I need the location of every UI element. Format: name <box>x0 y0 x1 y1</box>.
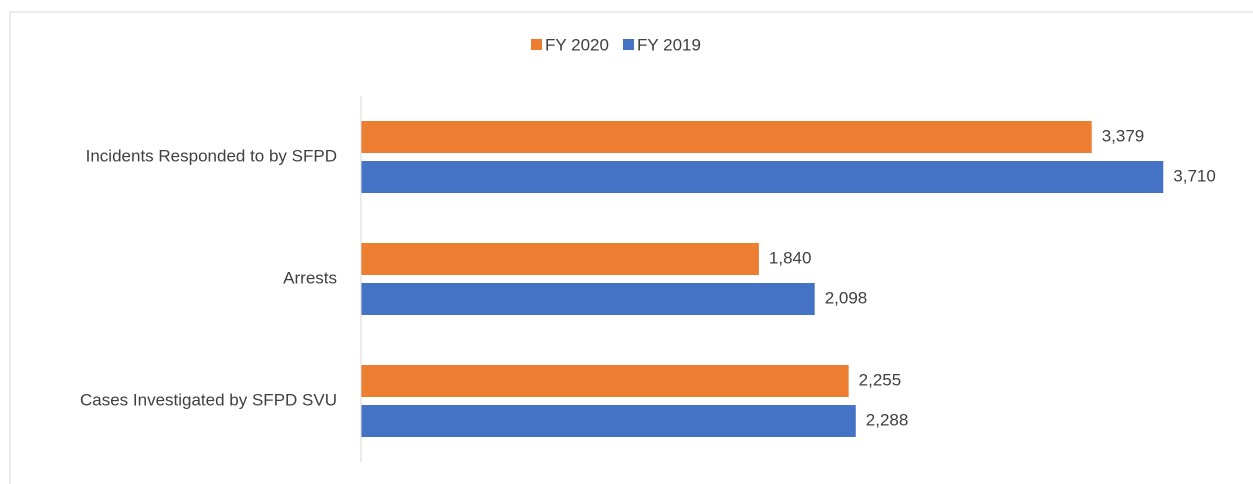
bar <box>361 243 759 275</box>
bar <box>361 161 1164 193</box>
data-label: 2,255 <box>859 370 902 389</box>
category-label: Cases Investigated by SFPD SVU <box>80 390 337 409</box>
legend-swatch <box>531 39 542 50</box>
data-label: 3,379 <box>1102 126 1145 145</box>
data-label: 1,840 <box>769 248 812 267</box>
data-label: 2,288 <box>866 410 909 429</box>
legend-label: FY 2020 <box>545 35 609 54</box>
legend-swatch <box>622 39 634 50</box>
bar <box>361 365 849 397</box>
legend-label: FY 2019 <box>637 35 701 54</box>
category-label: Incidents Responded to by SFPD <box>86 146 337 165</box>
bar <box>361 121 1092 153</box>
data-label: 2,098 <box>825 288 868 307</box>
bar <box>361 405 856 437</box>
data-label: 3,710 <box>1173 166 1216 185</box>
category-label: Arrests <box>283 268 337 287</box>
bar <box>361 283 815 315</box>
